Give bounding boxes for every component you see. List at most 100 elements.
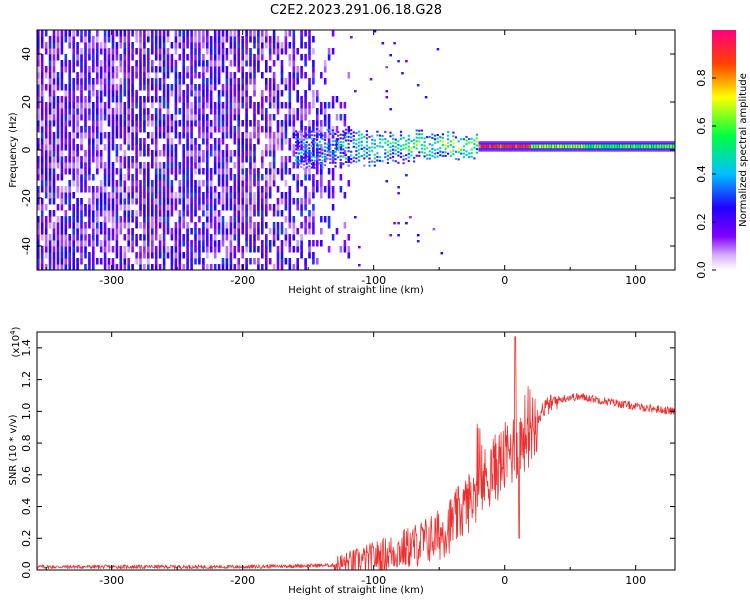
spectrogram-cell <box>280 198 284 205</box>
spectrogram-cell <box>154 36 158 43</box>
signal-cell <box>295 130 298 133</box>
spectrogram-cell <box>174 42 178 49</box>
spectrogram-cell <box>103 90 107 97</box>
spectrogram-cell <box>257 36 260 43</box>
spectrogram-cell <box>99 192 103 199</box>
signal-cell <box>418 140 421 143</box>
signal-core <box>643 144 646 149</box>
spectrogram-cell <box>88 36 91 43</box>
spectrogram-cell <box>233 234 237 241</box>
spectrogram-cell <box>154 252 158 259</box>
spectrogram-cell <box>312 66 315 73</box>
spectrogram-cell <box>158 42 162 49</box>
spectrogram-cell <box>119 66 123 73</box>
spectrogram-cell <box>190 240 193 247</box>
spectrogram-cell <box>206 84 209 91</box>
signal-cell <box>475 148 479 151</box>
spectrogram-cell <box>166 126 170 133</box>
signal-cell <box>344 128 348 131</box>
spectrogram-cell <box>424 96 428 99</box>
spectrogram-cell <box>119 132 123 139</box>
spectrogram-cell <box>99 96 103 103</box>
spectrogram-cell <box>40 198 44 205</box>
spectrogram-cell <box>107 150 111 157</box>
spectrogram-cell <box>127 78 130 85</box>
spectrogram-cell <box>147 162 150 169</box>
spectrogram-cell <box>186 42 189 49</box>
signal-cell <box>402 162 405 165</box>
spectrogram-cell <box>37 66 40 73</box>
signal-cell <box>339 158 342 161</box>
signal-cell <box>452 138 455 141</box>
spectrogram-cell <box>154 246 158 253</box>
spectrogram-cell <box>304 30 307 37</box>
spectrogram-cell <box>96 198 99 205</box>
spectrogram-cell <box>233 90 237 97</box>
spectrogram-cell <box>40 36 44 43</box>
signal-cell <box>378 145 382 148</box>
spectrogram-cell <box>397 192 400 195</box>
spectrogram-cell <box>37 126 40 133</box>
spectrogram-cell <box>249 234 252 241</box>
spectrogram-cell <box>194 150 197 157</box>
spectrogram-cell <box>190 210 193 217</box>
spectrogram-cell <box>209 198 213 205</box>
spectrogram-cell <box>265 78 268 85</box>
spectrogram-cell <box>147 36 150 43</box>
spectrogram-cell <box>60 246 64 253</box>
spectrogram-cell <box>257 258 260 265</box>
spectrogram-cell <box>194 42 197 49</box>
signal-cell <box>316 135 319 138</box>
spectrogram-cell <box>221 42 225 49</box>
spectrogram-cell <box>96 60 99 67</box>
spectrogram-cell <box>225 120 229 127</box>
spectrogram-cell <box>288 120 292 127</box>
spectrogram-cell <box>182 96 185 103</box>
spectrogram-cell <box>96 138 99 145</box>
spectrogram-cell <box>190 186 193 193</box>
spectrogram-cell <box>115 126 119 133</box>
signal-cell <box>447 145 450 148</box>
spectrogram-cell <box>198 216 201 223</box>
spectrogram-cell <box>56 114 60 121</box>
signal-core <box>625 144 628 149</box>
spectrogram-cell <box>194 204 197 211</box>
signal-cell <box>394 149 397 152</box>
spectrogram-cell <box>40 108 44 115</box>
signal-cell <box>350 154 353 157</box>
spectrogram-cell <box>217 90 221 97</box>
spectrogram-cell <box>48 252 52 259</box>
spectrogram-cell <box>257 186 260 193</box>
spectrogram-cell <box>190 60 193 67</box>
spectrogram-cell <box>209 132 213 139</box>
spectrogram-cell <box>217 108 221 115</box>
spectrogram-cell <box>178 78 182 85</box>
spectrogram-cell <box>253 180 256 187</box>
signal-cell <box>358 152 361 155</box>
spectrogram-cell <box>37 174 40 181</box>
spectrogram-cell <box>257 126 260 133</box>
spectrogram-cell <box>135 180 138 187</box>
spectrogram-cell <box>80 102 83 109</box>
spectrogram-cell <box>166 150 170 157</box>
spectrogram-cell <box>225 90 229 97</box>
signal-cell <box>397 161 400 164</box>
signal-cell <box>302 138 306 141</box>
spectrogram-cell <box>76 216 79 223</box>
spectrogram-cell <box>284 198 288 205</box>
spectrogram-cell <box>182 42 185 49</box>
spectrogram-cell <box>131 90 134 97</box>
signal-cell <box>305 159 308 162</box>
spectrogram-cell <box>265 258 268 265</box>
spectrogram-cell <box>166 246 170 253</box>
spectrogram-cell <box>265 144 268 151</box>
spectrogram-cell <box>119 108 123 115</box>
spectrogram-cell <box>135 132 138 139</box>
spectrogram-cell <box>300 240 303 247</box>
spectrogram-cell <box>107 180 111 187</box>
spectrogram-cell <box>233 222 237 229</box>
spectrogram-cell <box>225 54 229 61</box>
spectrogram-cell <box>312 48 315 55</box>
spectrogram-cell <box>296 78 299 85</box>
spectrogram-cell <box>225 222 229 229</box>
